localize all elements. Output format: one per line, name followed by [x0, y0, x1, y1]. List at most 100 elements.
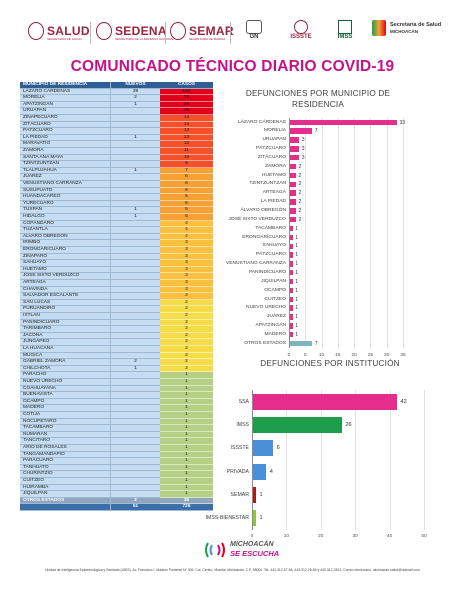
- municipio-cell: LA PIEDAD: [20, 134, 110, 142]
- municipio-cell: HUIRAMBA: [20, 484, 110, 492]
- table-row: TANGAMANDAPIO 1: [20, 451, 213, 459]
- casos-cell: 2: [160, 306, 213, 313]
- bar: [289, 332, 293, 338]
- casos-cell: 2: [160, 346, 213, 353]
- header-divider: [230, 22, 231, 44]
- nuevos-cell: [110, 379, 160, 386]
- michoacan-logo-sub: MICHOACÁN: [390, 29, 418, 34]
- casos-cell: 1: [160, 412, 213, 419]
- category-label: ERONGARÍCUARO: [242, 234, 286, 240]
- nuevos-cell: [110, 425, 160, 432]
- table-row: PARACHO 1: [20, 372, 213, 379]
- table-row: MADERO 1: [20, 405, 213, 412]
- x-tick-label: 40: [386, 533, 393, 539]
- casos-cell: 4: [160, 227, 213, 234]
- coat-of-arms-icon: [170, 22, 186, 40]
- casos-cell: 2: [160, 313, 213, 320]
- nuevos-cell: [110, 372, 160, 379]
- issste-logo: ISSSTE: [284, 20, 318, 40]
- nuevos-cell: [110, 293, 160, 300]
- x-tick-label: 30: [384, 353, 390, 359]
- category-label: HUETAMO: [261, 172, 286, 178]
- category-label: PÁTZCUARO: [255, 252, 286, 258]
- municipio-cell: TANHUATO: [20, 464, 110, 472]
- casos-cell: 2: [160, 299, 213, 307]
- casos-cell: CASOS: [160, 82, 213, 89]
- data-label: 1: [295, 323, 299, 330]
- table-row: MORELIA 2 72: [20, 95, 213, 102]
- nuevos-cell: [110, 313, 160, 320]
- casos-cell: 1: [160, 385, 213, 393]
- table-row: JOSÉ SIXTO VERDUZCO 3: [20, 273, 213, 280]
- municipio-cell: COAHUAYANA: [20, 385, 110, 393]
- category-label: MADERO: [264, 331, 286, 337]
- municipio-cell: NOCUPÉTARO: [20, 418, 110, 426]
- nuevos-cell: 2: [110, 95, 160, 102]
- municipio-cell: URUAPAN: [20, 108, 110, 115]
- data-label: 1: [295, 331, 299, 338]
- data-label: 2: [298, 190, 302, 197]
- casos-cell: 10: [160, 154, 213, 162]
- data-label: 1: [259, 515, 263, 522]
- table-row: CUITZEO 1: [20, 478, 213, 485]
- table-row: TANCÍTARO 1: [20, 438, 213, 445]
- table-row: IRIMBO 3: [20, 240, 213, 247]
- casos-cell: 3: [160, 273, 213, 280]
- municipio-cell: SUSUPUATO: [20, 187, 110, 195]
- casos-cell: 2: [160, 293, 213, 300]
- category-label: ZAMORA: [265, 163, 286, 169]
- casos-cell: 1: [160, 464, 213, 472]
- data-label: 1: [295, 296, 299, 303]
- nuevos-cell: 1: [110, 207, 160, 214]
- table-header: MUNICIPIO DE RESIDENCIA NUEVOS CASOS: [20, 82, 213, 89]
- category-label: PRIVADA: [226, 468, 249, 475]
- nuevos-cell: 1: [110, 134, 160, 142]
- table-row: YURÉCUARO 5: [20, 200, 213, 208]
- data-label: 26: [345, 421, 352, 428]
- casos-cell: 2: [160, 339, 213, 346]
- casos-cell: 6: [160, 174, 213, 181]
- nuevos-cell: [110, 253, 160, 261]
- municipio-cell: MORELIA: [20, 95, 110, 102]
- municipio-cell: JUNGAPEO: [20, 339, 110, 346]
- nuevos-cell: [110, 352, 160, 360]
- casos-cell: 1: [160, 405, 213, 412]
- data-label: 2: [298, 216, 302, 223]
- table-row: TUXPAN 1 5: [20, 207, 213, 214]
- nuevos-cell: [110, 141, 160, 148]
- bar: [289, 278, 293, 285]
- municipio-cell: LA HUACANA: [20, 346, 110, 353]
- x-tick-label: 30: [352, 533, 358, 539]
- casos-cell: 3: [160, 266, 213, 274]
- category-label: OCAMPO: [264, 287, 286, 293]
- table-footer-row: OTROS ESTADOS 2 30: [20, 497, 213, 505]
- table-row: JUÁREZ 6: [20, 174, 213, 181]
- table-row: LÁZARO CÁRDENAS 39 152: [20, 88, 213, 96]
- municipio-cell: TANCÍTARO: [20, 438, 110, 445]
- data-label: 1: [295, 269, 299, 276]
- data-label: 1: [295, 314, 299, 321]
- casos-cell: 30: [160, 497, 213, 505]
- nuevos-cell: [110, 299, 160, 307]
- municipio-cell: TZINTZUNTZAN: [20, 161, 110, 168]
- table-row: TZINTZUNTZAN 8: [20, 161, 213, 168]
- municipio-cell: ARIO DE ROSALES: [20, 445, 110, 452]
- casos-cell: 1: [160, 491, 213, 498]
- table-row: APATZINGÁN 1 26: [20, 101, 213, 109]
- municipio-cell: SANTA ANA MAYA: [20, 154, 110, 162]
- municipio-cell: ZITÁCUARO: [20, 121, 110, 129]
- table-row: JIQUILPAN 1: [20, 491, 213, 498]
- nuevos-cell: [110, 464, 160, 472]
- bar: [252, 393, 397, 410]
- table-row: HIDALGO 1 5: [20, 214, 213, 221]
- nuevos-cell: [110, 273, 160, 280]
- x-tick-label: 10: [283, 533, 290, 539]
- table-row: ARTEAGA 3: [20, 280, 213, 287]
- michoacan-se-escucha-logo: MICHOACÁN SE ESCUCHA: [200, 534, 290, 564]
- table-row: GABRIEL ZAMORA 2 2: [20, 359, 213, 366]
- bar: [252, 463, 267, 480]
- table-row: VENUSTIANO CARRANZA 6: [20, 181, 213, 188]
- bar: [289, 225, 293, 232]
- nuevos-cell: [110, 240, 160, 247]
- data-label: 1: [295, 287, 299, 294]
